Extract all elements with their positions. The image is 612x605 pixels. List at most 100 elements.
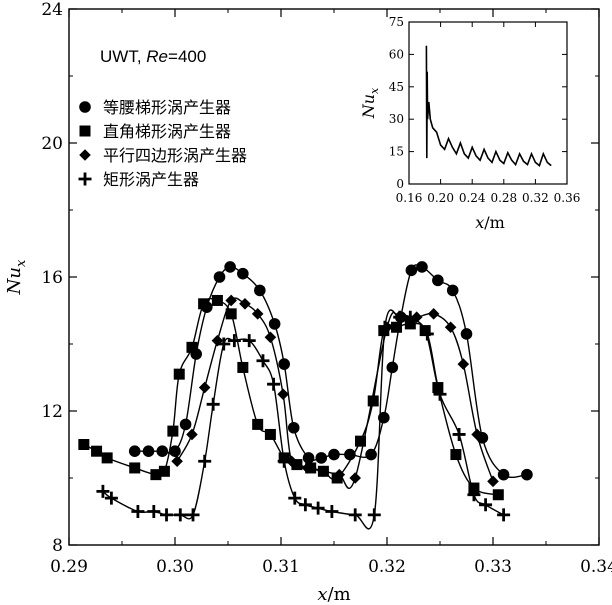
series-4-point <box>277 454 291 468</box>
series-2-point <box>198 298 210 310</box>
series-2-point <box>150 469 162 481</box>
inset-y-ticks: 0 15 30 45 60 75 <box>389 15 567 191</box>
series-4-point <box>433 387 447 401</box>
series-2-point <box>450 449 462 461</box>
series-1-point <box>521 468 533 481</box>
x-ticks: 0.29 0.30 0.31 0.32 0.33 0.34 <box>50 9 612 577</box>
inset-y-tick-label: 45 <box>389 80 404 94</box>
series-4-point <box>198 454 212 468</box>
y-axis-label: Nux <box>4 259 29 295</box>
series-1-point <box>416 261 428 273</box>
inset-y-tick-label: 60 <box>389 47 404 61</box>
series-3-point <box>471 428 483 441</box>
legend-marker-4 <box>78 172 92 186</box>
series-1-point <box>328 448 340 461</box>
inset-x-tick-label: 0.24 <box>459 191 486 205</box>
series-1-point <box>287 421 300 434</box>
series-3-point <box>301 462 314 474</box>
series-3-point <box>333 468 346 481</box>
inset-x-tick-label: 0.16 <box>396 191 423 205</box>
series-4-point <box>256 354 270 368</box>
series-2-point <box>468 482 480 494</box>
series-2-point <box>492 489 504 501</box>
annotation: UWT, Re=400 <box>100 47 206 66</box>
series-4-point <box>147 505 161 518</box>
series-1-point <box>405 264 418 277</box>
series-1-point <box>224 261 236 273</box>
series-4-point <box>104 491 118 505</box>
legend-label-4: 矩形涡产生器 <box>103 170 199 189</box>
inset-y-tick-label: 15 <box>389 145 404 159</box>
series-4-point <box>367 508 381 522</box>
series-2-point <box>173 368 185 380</box>
x-tick-label: 0.29 <box>50 557 88 577</box>
x-tick-label: 0.32 <box>368 557 406 577</box>
series-1-point <box>460 328 473 340</box>
series-1-point <box>365 448 377 461</box>
series-1-point <box>278 358 290 370</box>
series-4-point <box>288 491 302 505</box>
series-2-point <box>391 321 403 333</box>
y-ticks: 8 12 16 20 24 <box>41 0 599 556</box>
series-4-point <box>311 501 325 515</box>
series-1-point <box>268 318 281 330</box>
y-tick-label: 12 <box>41 402 63 422</box>
x-axis-label: x/m <box>317 584 350 605</box>
series-2-point <box>237 361 249 373</box>
series-3-point <box>264 331 277 344</box>
series-2-point <box>186 341 198 353</box>
series-markers <box>78 261 533 522</box>
legend-label-3: 平行四边形涡产生器 <box>103 146 247 165</box>
series-3-point <box>277 388 289 401</box>
series-1-point <box>344 448 356 461</box>
series-2-point <box>78 439 90 450</box>
series-4-point <box>227 334 241 348</box>
series-2-point <box>211 294 223 306</box>
series-1-point <box>432 274 444 287</box>
series-2-point <box>419 325 431 337</box>
inset-x-ticks: 0.16 0.20 0.24 0.28 0.32 0.36 <box>396 22 581 205</box>
series-1-point <box>156 445 169 458</box>
legend-label-2: 直角梯形涡产生器 <box>103 122 231 141</box>
main-plot: 0.29 0.30 0.31 0.32 0.33 0.34 8 12 16 20 24 <box>41 0 612 577</box>
series-1-point <box>497 468 510 481</box>
series-4-point <box>479 498 493 512</box>
inset-x-axis-label: x/m <box>475 213 505 232</box>
series-2-point <box>432 382 444 394</box>
series-3-point <box>211 334 224 347</box>
series-1-point <box>169 445 181 458</box>
series-1-point <box>446 284 459 297</box>
inset-frame <box>408 21 568 185</box>
x-tick-label: 0.34 <box>580 557 612 577</box>
series-2-point <box>129 462 141 474</box>
series-3-point <box>427 308 440 320</box>
series-lines <box>83 264 527 530</box>
series-3-point <box>198 381 211 394</box>
series-4-point <box>348 508 362 522</box>
y-tick-label: 24 <box>41 0 63 20</box>
series-3-point <box>349 472 361 484</box>
series-2-point <box>264 428 276 440</box>
series-1-point <box>179 418 192 431</box>
y-tick-label: 16 <box>41 268 63 288</box>
legend-marker-3 <box>79 149 91 161</box>
series-2-point <box>367 395 379 407</box>
inset-x-tick-label: 0.36 <box>554 191 581 205</box>
series-4-point <box>420 327 434 341</box>
x-tick-label: 0.30 <box>156 557 194 577</box>
series-3-point <box>444 321 457 334</box>
series-3-point <box>285 455 298 468</box>
series-1-point <box>302 452 315 464</box>
series-4-point <box>206 397 220 411</box>
series-3-point <box>186 428 198 441</box>
inset-x-tick-label: 0.20 <box>427 191 454 205</box>
series-line-4 <box>102 309 504 530</box>
inset-y-tick-label: 75 <box>389 15 404 29</box>
inset-y-tick-label: 0 <box>396 177 404 191</box>
series-4-point <box>467 488 481 502</box>
series-4-point <box>96 484 110 498</box>
legend-label-1: 等腰梯形涡产生器 <box>103 98 231 117</box>
series-1-point <box>386 361 399 374</box>
